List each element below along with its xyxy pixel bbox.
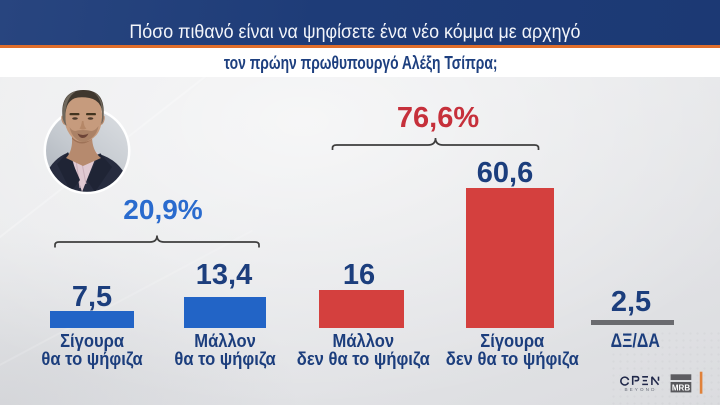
- svg-text:BEYOND: BEYOND: [624, 387, 656, 392]
- svg-text:MRB: MRB: [672, 384, 690, 393]
